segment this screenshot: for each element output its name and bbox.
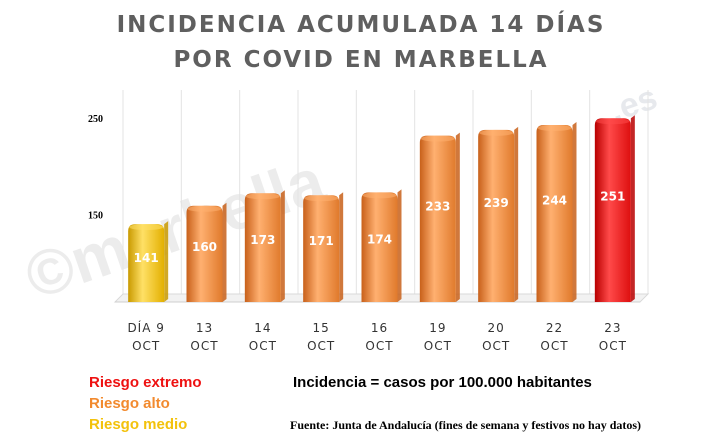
- x-tick-label: 23: [604, 321, 621, 335]
- incidence-definition: Incidencia = casos por 100.000 habitante…: [293, 374, 592, 391]
- bar-side: [339, 192, 344, 302]
- bar-value-label: 251: [600, 189, 625, 203]
- bar-side: [514, 126, 519, 302]
- bar-top: [595, 118, 630, 125]
- bar: [244, 190, 285, 302]
- bar-side: [222, 202, 227, 302]
- bar: [128, 221, 169, 302]
- bar-value-label: 173: [250, 233, 275, 247]
- legend-riesgo-medio: Riesgo medio: [89, 416, 188, 433]
- bar: [186, 202, 227, 302]
- bar-body: [419, 135, 456, 302]
- x-tick-label: 16: [371, 321, 388, 335]
- bar-body: [478, 129, 515, 302]
- bar-value-label: 171: [309, 234, 334, 248]
- bar-value-label: 174: [367, 232, 392, 246]
- x-tick-label-month: OCT: [307, 339, 335, 353]
- chart-title-line-2: POR COVID EN MARBELLA: [173, 47, 549, 73]
- x-tick-label-month: OCT: [540, 339, 568, 353]
- bar-value-label: 239: [484, 196, 509, 210]
- x-tick-label-month: OCT: [190, 339, 218, 353]
- x-tick-label: 19: [429, 321, 446, 335]
- bar-value-label: 141: [134, 251, 159, 265]
- bar-value-label: 233: [425, 199, 450, 213]
- bar: [361, 189, 402, 302]
- bar-top: [420, 135, 455, 142]
- bar: [478, 126, 519, 302]
- bar-top: [537, 125, 572, 132]
- bar-side: [280, 190, 285, 302]
- bar: [419, 132, 460, 302]
- bar-top: [187, 205, 222, 212]
- bar-body: [303, 195, 340, 302]
- bar-value-label: 160: [192, 240, 217, 254]
- gridlines: [122, 90, 649, 294]
- bar-body: [536, 125, 573, 302]
- bar-value-label: 244: [542, 193, 567, 207]
- bar-top: [362, 192, 397, 199]
- chart-title-line-1: INCIDENCIA ACUMULADA 14 DÍAS: [116, 12, 606, 38]
- bar-side: [455, 132, 460, 302]
- x-tick-label: 22: [546, 321, 563, 335]
- x-tick-label-month: OCT: [424, 339, 452, 353]
- bar-top: [479, 129, 514, 136]
- bar-top: [245, 193, 280, 200]
- bar-body: [244, 193, 281, 302]
- bar-side: [572, 122, 577, 302]
- bar-side: [164, 221, 169, 302]
- x-tick-label: 15: [313, 321, 330, 335]
- x-tick-label: 13: [196, 321, 213, 335]
- bar-body: [186, 205, 223, 302]
- y-tick-label: 150: [88, 210, 103, 221]
- labels: 150 250 141 DÍA 9 OCT 160 13 OCT 173 14 OCT 171 15 OC…: [88, 114, 627, 353]
- bar-body: [128, 224, 165, 302]
- bar-side: [630, 115, 635, 303]
- bar-body: [594, 118, 631, 303]
- bar-top: [304, 195, 339, 202]
- x-tick-label-month: OCT: [599, 339, 627, 353]
- bar: [303, 192, 344, 302]
- y-tick-label: 250: [88, 114, 103, 125]
- x-tick-label-month: OCT: [132, 339, 160, 353]
- bars: [128, 115, 635, 303]
- legend-riesgo-extremo: Riesgo extremo: [89, 374, 202, 391]
- source-note: Fuente: Junta de Andalucía (fines de sem…: [290, 418, 642, 432]
- x-tick-label: 20: [488, 321, 505, 335]
- x-tick-label-month: OCT: [365, 339, 393, 353]
- x-tick-label: DÍA 9: [127, 320, 164, 335]
- bar-side: [397, 189, 402, 302]
- x-tick-label-month: OCT: [482, 339, 510, 353]
- bar: [594, 115, 635, 303]
- legend-riesgo-alto: Riesgo alto: [89, 395, 170, 412]
- x-tick-label: 14: [254, 321, 271, 335]
- x-tick-label-month: OCT: [249, 339, 277, 353]
- bar: [536, 122, 577, 302]
- bar-chart: 150 250 141 DÍA 9 OCT 160 13 OCT 173 14 OCT 171 15 OC…: [88, 90, 650, 353]
- bar-top: [129, 224, 164, 231]
- bar-body: [361, 192, 398, 302]
